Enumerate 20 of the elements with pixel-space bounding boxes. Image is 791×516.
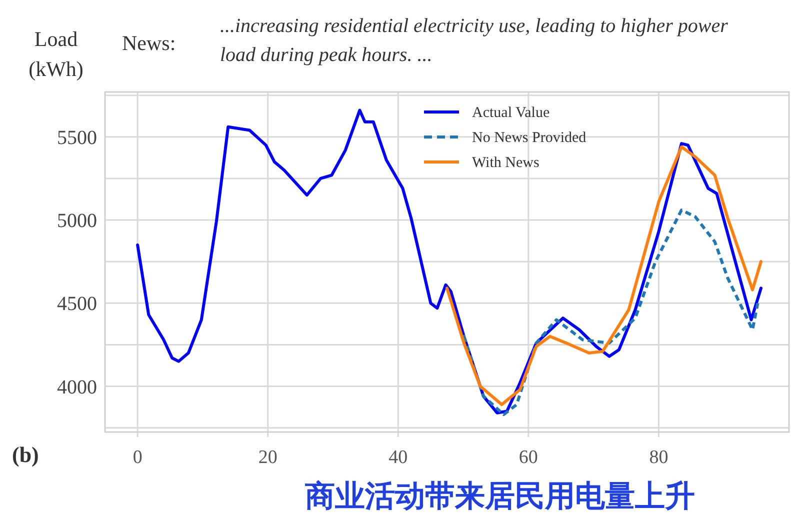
- line-series: [136, 108, 762, 414]
- x-tick-label: 80: [649, 447, 668, 468]
- text: News:: [122, 31, 176, 55]
- y-tick-label: 4500: [57, 293, 97, 316]
- text: 商业活动带来居民用电量上升: [305, 479, 695, 514]
- x-tick-label: 20: [258, 447, 278, 468]
- x-tick-label: 0: [132, 447, 142, 468]
- legend-label: With News: [472, 155, 540, 171]
- text: (b): [12, 442, 39, 467]
- x-tick-label: 60: [518, 447, 538, 468]
- y-tick-label: 5500: [57, 126, 97, 149]
- y-tick-label: 5000: [57, 210, 97, 232]
- line-series: [462, 208, 760, 416]
- legend-label: No News Provided: [472, 130, 587, 146]
- legend-label: Actual Value: [472, 105, 550, 121]
- x-tick-label: 40: [388, 447, 408, 468]
- y-tick-label: 4000: [57, 376, 97, 398]
- line-series: [446, 145, 762, 406]
- text: ...increasing residential electricity use, leading to higher power load during peak hours. ...: [220, 14, 729, 68]
- y-axis-title: Load (kWh): [28, 27, 84, 81]
